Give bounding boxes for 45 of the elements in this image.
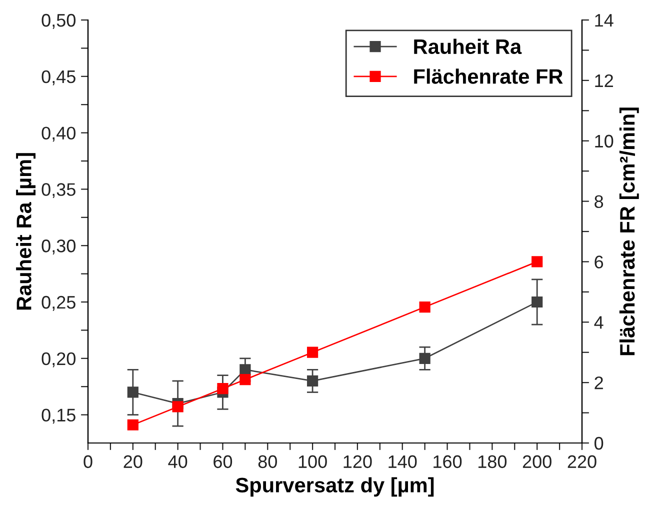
point xyxy=(240,374,251,386)
y2-tick-label: 14 xyxy=(595,14,614,27)
y2-tick-label: 12 xyxy=(595,74,613,87)
y2-tick-label: 4 xyxy=(594,316,604,329)
x-tick-label: 40 xyxy=(168,455,188,468)
point xyxy=(532,296,543,308)
point xyxy=(532,256,543,268)
point xyxy=(217,383,228,394)
x-tick-label: 160 xyxy=(434,455,462,468)
x-tick-label: 220 xyxy=(568,455,596,468)
point xyxy=(127,419,138,430)
x-tick-label: 20 xyxy=(124,455,142,468)
x-tick-label: 180 xyxy=(478,455,507,468)
point xyxy=(419,301,430,313)
y-tick-label: 0,35 xyxy=(42,183,76,198)
x-tick-label: 200 xyxy=(522,455,552,468)
x-tick-label: 60 xyxy=(214,455,232,468)
x-tick-label: 0 xyxy=(84,455,92,468)
y-tick-label: 0,40 xyxy=(42,126,76,142)
legend-label: Rauheit Ra xyxy=(414,38,522,54)
point xyxy=(240,364,251,376)
y-tick-label: 0,15 xyxy=(42,408,76,424)
legend-label: Flächenrate FR xyxy=(414,68,563,84)
x-tick-label: 140 xyxy=(388,455,417,468)
x-tick-label: 120 xyxy=(344,455,372,468)
y2-tick-label: 2 xyxy=(594,376,603,390)
y2-axis-title: Flächenrate FR [cm²/min] xyxy=(619,108,639,356)
y-tick-label: 0,50 xyxy=(42,14,76,29)
point xyxy=(306,346,318,358)
point xyxy=(306,375,318,387)
y2-tick-label: 6 xyxy=(594,256,604,268)
x-tick-label: 100 xyxy=(298,455,327,468)
point xyxy=(172,401,184,412)
y-tick-label: 0,30 xyxy=(42,240,76,254)
point xyxy=(127,386,138,398)
x-axis-title: Spurversatz dy [µm] xyxy=(236,477,434,497)
y-tick-label: 0,45 xyxy=(42,70,76,86)
point xyxy=(419,352,430,364)
y-axis-title: Rauheit Ra [µm] xyxy=(16,153,36,310)
y2-tick-label: 0 xyxy=(594,436,604,450)
y-tick-label: 0,20 xyxy=(42,352,76,368)
y2-tick-label: 8 xyxy=(594,195,604,208)
x-tick-label: 80 xyxy=(258,455,277,468)
y2-tick-label: 10 xyxy=(595,134,614,148)
y-tick-label: 0,25 xyxy=(42,296,76,311)
